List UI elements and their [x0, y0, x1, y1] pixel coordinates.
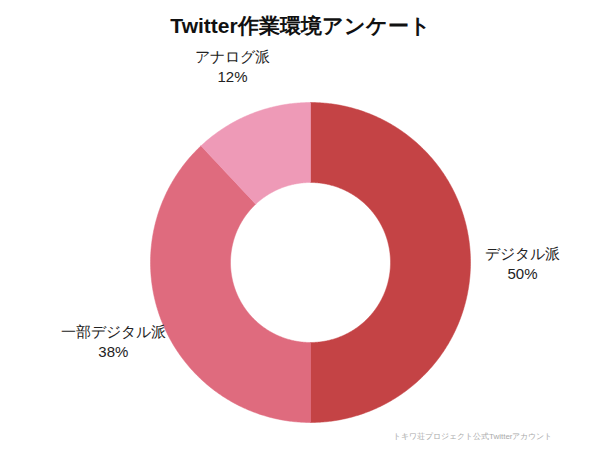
svg-text:アナログ派12%: アナログ派12% — [195, 48, 270, 85]
svg-text:Twitter作業環境アンケート: Twitter作業環境アンケート — [170, 14, 430, 37]
svg-text:デジタル派50%: デジタル派50% — [485, 245, 560, 282]
svg-text:一部デジタル派38%: 一部デジタル派38% — [61, 323, 166, 360]
svg-text:トキワ荘プロジェクト公式Twitterアカウント: トキワ荘プロジェクト公式Twitterアカウント — [393, 432, 553, 441]
